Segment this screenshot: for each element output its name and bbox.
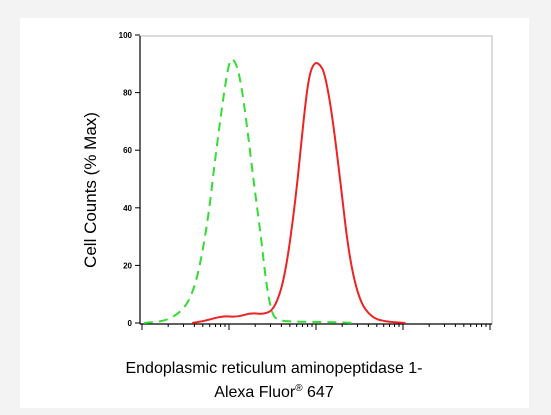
y-tick-label: 80 [123,89,132,98]
x-axis-label-line2: Alexa Fluor® 647 [214,383,334,401]
control-series-line [143,58,359,325]
plot-frame [139,35,493,325]
y-tick-label: 0 [128,319,133,328]
x-axis-label-sup: ® [295,383,303,394]
series-group [143,58,406,325]
y-tick-label: 100 [119,31,133,40]
x-axis-label-main: Alexa Fluor [214,384,296,401]
x-axis-label-line1: Endoplasmic reticulum aminopeptidase 1- [125,360,422,377]
histogram-chart: 0 20 40 60 80 100 Cell Counts (% Max) Endopla… [81,31,493,401]
sample-series-line [192,62,406,324]
chart-card: 0 20 40 60 80 100 Cell Counts (% Max) Endopla… [20,18,529,408]
y-axis-label: Cell Counts (% Max) [81,112,100,268]
axes: 0 20 40 60 80 100 [119,31,493,330]
y-tick-label: 20 [123,261,132,270]
y-tick-label: 60 [123,146,132,155]
y-tick-label: 40 [123,204,132,213]
x-axis-label-end: 647 [303,384,334,401]
